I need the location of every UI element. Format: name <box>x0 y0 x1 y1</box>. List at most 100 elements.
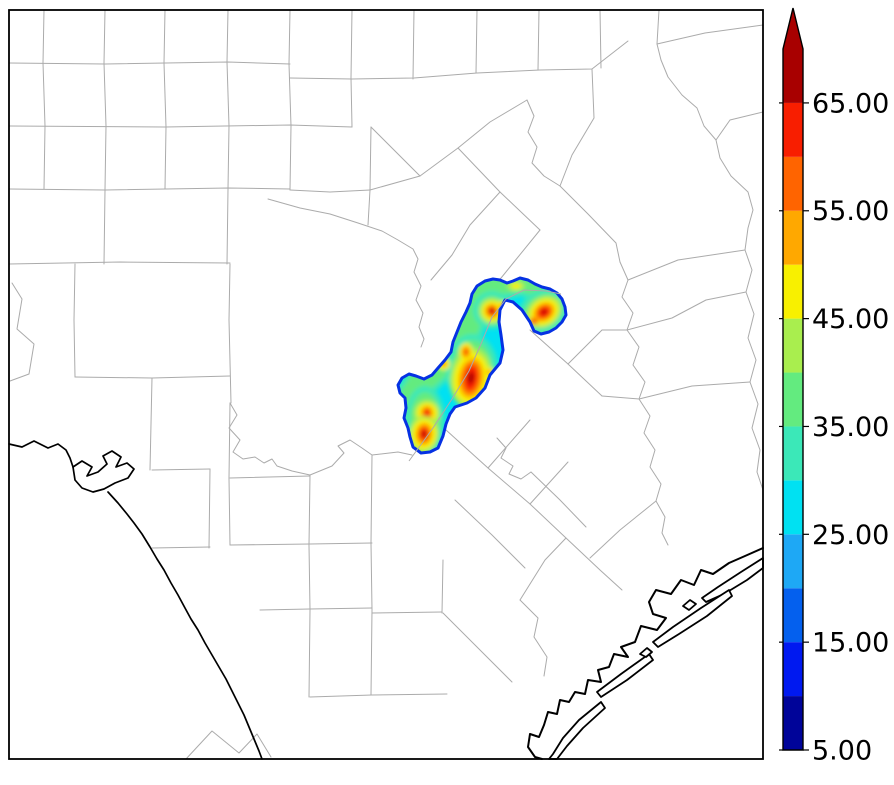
county-line <box>454 499 526 569</box>
county-line <box>496 229 541 284</box>
barrier-island <box>682 599 697 611</box>
barrier-island <box>639 647 653 658</box>
county-line <box>267 198 425 348</box>
swath-hotspot-ring <box>467 372 475 384</box>
county-line <box>73 263 76 378</box>
county-line <box>638 381 751 400</box>
county-line <box>42 9 46 190</box>
county-line <box>445 429 567 539</box>
county-line <box>567 329 628 365</box>
county-line <box>309 439 373 476</box>
barrier-island <box>701 557 764 603</box>
county-line <box>526 99 561 187</box>
county-line <box>226 9 230 265</box>
county-line <box>412 9 415 80</box>
colorbar-segment <box>783 156 803 211</box>
colorbar-segment <box>783 264 803 319</box>
swath-blue-edge <box>396 276 568 455</box>
colorbar-tick-label: 5.00 <box>812 735 872 766</box>
county-line <box>627 249 746 281</box>
swath-hotspot-ring <box>423 408 431 418</box>
county-line <box>559 185 621 263</box>
county-line <box>530 471 587 528</box>
county-line <box>8 61 291 65</box>
county-boundaries <box>8 9 764 760</box>
swath-hotspot-ring <box>464 349 468 355</box>
amistad-reservoir <box>72 450 135 493</box>
county-line <box>288 9 292 191</box>
colorbar: 65.00 55.00 45.00 35.00 25.00 15.00 5.00 <box>779 7 889 766</box>
county-line <box>367 189 371 226</box>
swath-hotspot-ring <box>541 309 547 315</box>
county-line <box>442 612 513 683</box>
county-line <box>228 263 232 404</box>
barrier-island <box>596 653 654 698</box>
swath-hotspot-ring <box>511 283 521 289</box>
county-line <box>228 402 231 546</box>
county-line <box>715 111 764 141</box>
county-line <box>350 9 353 128</box>
colorbar-segment <box>783 588 803 643</box>
colorbar-tick-label: 15.00 <box>812 628 889 659</box>
county-line <box>589 500 657 559</box>
county-line <box>370 454 373 696</box>
county-line <box>626 291 747 331</box>
county-line <box>228 402 311 476</box>
county-line <box>475 9 478 74</box>
county-line <box>519 537 567 601</box>
colorbar-segment <box>783 210 803 265</box>
county-line <box>656 9 660 45</box>
colorbar-extend-arrow <box>783 8 803 49</box>
county-line <box>8 261 231 265</box>
colorbar-tick-label: 55.00 <box>812 196 889 227</box>
colorbar-segment <box>783 696 803 750</box>
swath-hotspot-ring <box>490 309 494 313</box>
county-line <box>441 559 444 614</box>
county-line <box>370 126 421 177</box>
swath-hotspot-ring <box>531 319 537 323</box>
county-line <box>601 395 640 400</box>
county-line <box>185 730 272 760</box>
colorbar-tick-label: 65.00 <box>812 88 889 119</box>
county-line <box>163 9 167 190</box>
rio-grande-river <box>8 440 74 468</box>
county-line <box>151 546 211 549</box>
colorbar-segment <box>783 642 803 697</box>
county-line <box>565 537 623 591</box>
colorbar-segment <box>783 49 803 103</box>
county-line <box>369 126 372 191</box>
county-line <box>496 437 532 480</box>
barrier-island <box>652 589 733 648</box>
county-line <box>208 468 211 549</box>
colorbar-segment <box>783 318 803 373</box>
county-line <box>656 24 764 45</box>
county-line <box>619 261 669 546</box>
county-line <box>259 607 373 611</box>
county-line <box>559 68 595 187</box>
colorbar-tick-label: 25.00 <box>812 520 889 551</box>
county-line <box>408 289 562 462</box>
county-line <box>430 191 501 281</box>
county-line <box>519 599 548 677</box>
rio-grande-river <box>107 491 263 760</box>
county-line <box>308 474 311 698</box>
colorbar-segment <box>783 426 803 481</box>
county-line <box>487 419 531 469</box>
county-line <box>656 43 764 491</box>
colorbar-segment <box>783 534 803 589</box>
map-frame <box>8 9 764 760</box>
colorbar-tick-label: 45.00 <box>812 304 889 335</box>
county-line <box>229 475 311 479</box>
colorbar-segment <box>783 372 803 427</box>
colorbar-outline <box>782 7 804 751</box>
swath-hotspot-ring <box>421 431 427 437</box>
county-line <box>309 693 448 698</box>
county-line <box>9 282 35 382</box>
county-line <box>369 175 421 191</box>
county-line <box>149 377 153 471</box>
county-lines-over-swath <box>408 289 562 462</box>
gulf-coastline <box>527 547 764 760</box>
county-line <box>599 9 602 69</box>
